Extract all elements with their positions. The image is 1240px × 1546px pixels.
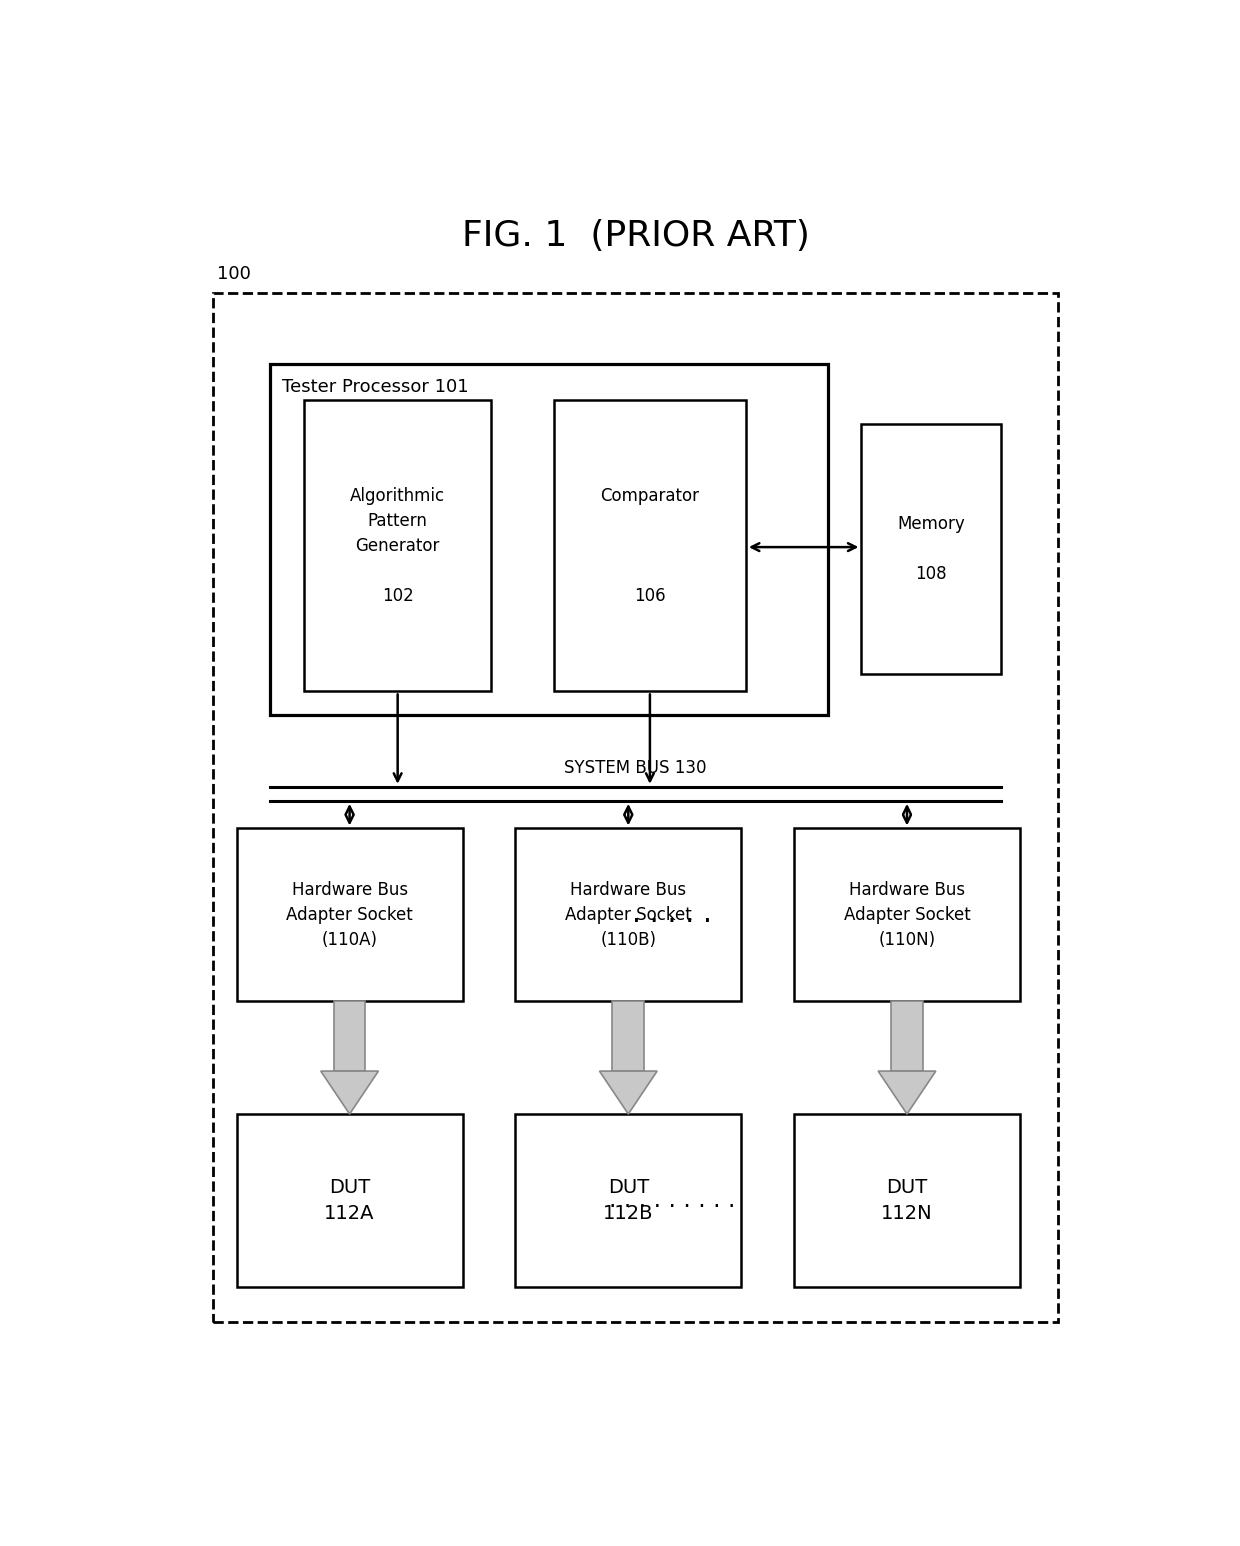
Text: DUT
112N: DUT 112N bbox=[882, 1178, 932, 1223]
Bar bbox=[794, 829, 1021, 1000]
Bar bbox=[516, 1115, 742, 1286]
Bar bbox=[270, 363, 828, 716]
Bar bbox=[862, 424, 1001, 674]
Text: Hardware Bus
Adapter Socket
(110A): Hardware Bus Adapter Socket (110A) bbox=[286, 881, 413, 949]
Bar bbox=[334, 1000, 366, 1071]
Text: Algorithmic
Pattern
Generator

102: Algorithmic Pattern Generator 102 bbox=[350, 487, 445, 604]
Text: SYSTEM BUS 130: SYSTEM BUS 130 bbox=[564, 759, 707, 778]
Bar bbox=[237, 1115, 463, 1286]
Bar bbox=[237, 829, 463, 1000]
Bar bbox=[516, 829, 742, 1000]
Text: Hardware Bus
Adapter Socket
(110B): Hardware Bus Adapter Socket (110B) bbox=[565, 881, 692, 949]
Bar bbox=[613, 1000, 644, 1071]
Bar bbox=[554, 400, 746, 691]
Text: Memory

108: Memory 108 bbox=[897, 515, 965, 583]
Bar bbox=[794, 1115, 1021, 1286]
Bar bbox=[213, 292, 1058, 1322]
Polygon shape bbox=[321, 1071, 378, 1115]
Text: . . . . . . . . .: . . . . . . . . . bbox=[609, 1187, 735, 1212]
Polygon shape bbox=[878, 1071, 936, 1115]
Text: . . . . .: . . . . . bbox=[632, 900, 712, 928]
Text: Comparator



106: Comparator 106 bbox=[600, 487, 699, 604]
Text: Hardware Bus
Adapter Socket
(110N): Hardware Bus Adapter Socket (110N) bbox=[843, 881, 971, 949]
Bar bbox=[892, 1000, 923, 1071]
Text: Tester Processor 101: Tester Processor 101 bbox=[281, 379, 469, 396]
Text: 100: 100 bbox=[217, 264, 252, 283]
Text: FIG. 1  (PRIOR ART): FIG. 1 (PRIOR ART) bbox=[461, 218, 810, 252]
Text: DUT
112A: DUT 112A bbox=[325, 1178, 374, 1223]
Polygon shape bbox=[599, 1071, 657, 1115]
Text: DUT
112B: DUT 112B bbox=[603, 1178, 653, 1223]
Bar bbox=[304, 400, 491, 691]
